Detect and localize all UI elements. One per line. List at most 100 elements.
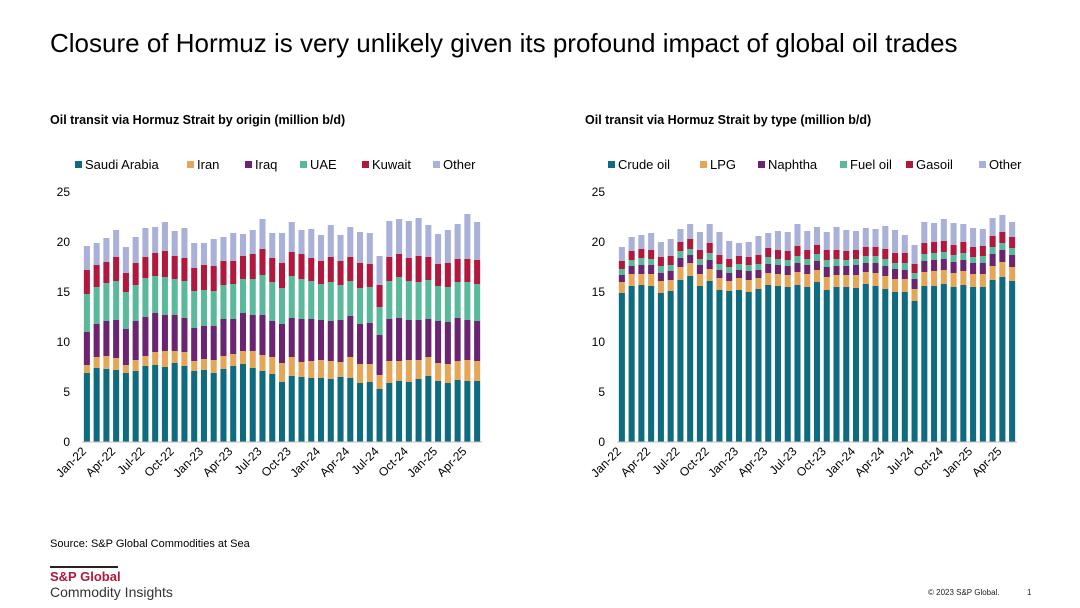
copyright-notice: © 2023 S&P Global. xyxy=(928,588,1000,597)
bar-segment-lpg xyxy=(794,272,801,285)
bar-segment-uae xyxy=(396,277,403,318)
bar-segment-other xyxy=(318,235,325,261)
bar-segment-iran xyxy=(376,375,383,389)
bar-segment-other xyxy=(113,230,120,257)
y-tick-label: 25 xyxy=(57,185,71,199)
bar-segment-uae xyxy=(386,281,393,319)
bar-segment-other xyxy=(347,227,354,257)
bar-segment-other xyxy=(794,224,801,246)
bar-segment-uae xyxy=(269,282,276,321)
bar-segment-uae xyxy=(210,291,217,326)
bar-segment-uae xyxy=(220,285,227,319)
bar-segment-iraq xyxy=(347,316,354,357)
bar-segment-lpg xyxy=(901,279,908,292)
bar-segment-saudi-arabia xyxy=(464,381,471,442)
bar-segment-iran xyxy=(122,365,129,373)
bar-segment-other xyxy=(931,223,938,242)
bar-segment-kuwait xyxy=(474,260,481,284)
bar-segment-kuwait xyxy=(366,264,373,287)
bar-segment-saudi-arabia xyxy=(161,367,168,442)
bar-segment-other xyxy=(677,229,684,242)
bar-segment-kuwait xyxy=(171,256,178,279)
bar-segment-fuel-oil xyxy=(667,265,674,271)
bar-segment-iraq xyxy=(444,322,451,364)
bar-segment-saudi-arabia xyxy=(220,369,227,442)
x-tick-label: Oct-23 xyxy=(794,444,830,480)
bar-segment-uae xyxy=(249,279,256,315)
bar-segment-other xyxy=(337,235,344,261)
legend-label-lpg: LPG xyxy=(710,157,736,172)
bar-segment-crude-oil xyxy=(999,277,1006,442)
legend-label-fuel-oil: Fuel oil xyxy=(850,157,892,172)
bar-segment-iran xyxy=(337,362,344,377)
bar-segment-saudi-arabia xyxy=(327,379,334,442)
bar-segment-other xyxy=(93,243,100,265)
bar-segment-other xyxy=(132,237,139,263)
bar-segment-uae xyxy=(239,279,246,313)
bar-segment-crude-oil xyxy=(892,292,899,442)
bar-segment-crude-oil xyxy=(638,285,645,442)
bar-segment-iran xyxy=(435,363,442,381)
bar-segment-uae xyxy=(122,292,129,329)
x-tick-label: Jan-22 xyxy=(53,444,89,480)
x-tick-label: Oct-24 xyxy=(911,444,947,480)
bar-segment-naphtha xyxy=(804,265,811,274)
x-tick-label: Apr-22 xyxy=(83,444,119,480)
bar-segment-lpg xyxy=(853,275,860,288)
bar-segment-iraq xyxy=(318,320,325,360)
bar-segment-gasoil xyxy=(755,255,762,264)
bar-segment-iraq xyxy=(230,319,237,354)
legend-swatch-crude-oil xyxy=(608,161,615,168)
bar-segment-crude-oil xyxy=(1009,281,1016,442)
bar-segment-naphtha xyxy=(667,271,674,280)
bar-segment-uae xyxy=(435,286,442,321)
bar-segment-crude-oil xyxy=(823,290,830,442)
bar-segment-crude-oil xyxy=(657,293,664,442)
bar-segment-other xyxy=(122,247,129,273)
bar-segment-kuwait xyxy=(444,263,451,287)
bar-segment-saudi-arabia xyxy=(191,371,198,442)
bar-segment-other xyxy=(220,237,227,261)
bar-segment-lpg xyxy=(618,282,625,293)
source-note: Source: S&P Global Commodities at Sea xyxy=(50,538,250,550)
bar-segment-saudi-arabia xyxy=(171,363,178,442)
bar-segment-fuel-oil xyxy=(823,260,830,267)
bar-segment-saudi-arabia xyxy=(396,381,403,442)
bar-segment-fuel-oil xyxy=(882,259,889,266)
y-tick-label: 5 xyxy=(598,385,605,399)
bar-segment-other xyxy=(784,232,791,251)
bar-segment-iraq xyxy=(113,320,120,358)
bar-segment-kuwait xyxy=(278,263,286,288)
bar-segment-fuel-oil xyxy=(979,256,986,263)
bar-segment-kuwait xyxy=(318,261,325,284)
bar-segment-iran xyxy=(386,361,393,383)
bar-segment-kuwait xyxy=(93,265,100,287)
bar-segment-uae xyxy=(288,276,295,318)
bar-segment-iraq xyxy=(83,332,90,365)
bar-segment-crude-oil xyxy=(774,286,781,442)
bar-segment-other xyxy=(366,233,373,264)
bar-segment-iraq xyxy=(405,320,412,360)
y-tick-label: 5 xyxy=(63,385,70,399)
bar-segment-iran xyxy=(220,356,227,369)
bar-segment-other xyxy=(152,227,159,253)
bar-segment-saudi-arabia xyxy=(386,383,393,442)
bar-segment-lpg xyxy=(862,272,869,284)
bar-segment-gasoil xyxy=(882,249,889,259)
x-tick-label: Oct-22 xyxy=(676,444,712,480)
bar-segment-iran xyxy=(444,364,451,383)
bar-segment-lpg xyxy=(716,278,723,290)
bar-segment-saudi-arabia xyxy=(152,365,159,442)
bar-segment-other xyxy=(278,233,286,263)
bar-segment-other xyxy=(901,235,908,253)
bar-segment-fuel-oil xyxy=(628,260,635,266)
bar-segment-iraq xyxy=(357,324,364,364)
bar-segment-naphtha xyxy=(774,265,781,274)
bar-segment-saudi-arabia xyxy=(83,373,90,442)
bar-segment-other xyxy=(687,224,694,239)
bar-segment-iraq xyxy=(278,324,286,363)
y-tick-label: 20 xyxy=(57,235,71,249)
bar-segment-other xyxy=(862,228,869,247)
bar-segment-fuel-oil xyxy=(657,266,664,273)
bar-segment-saudi-arabia xyxy=(376,389,383,442)
